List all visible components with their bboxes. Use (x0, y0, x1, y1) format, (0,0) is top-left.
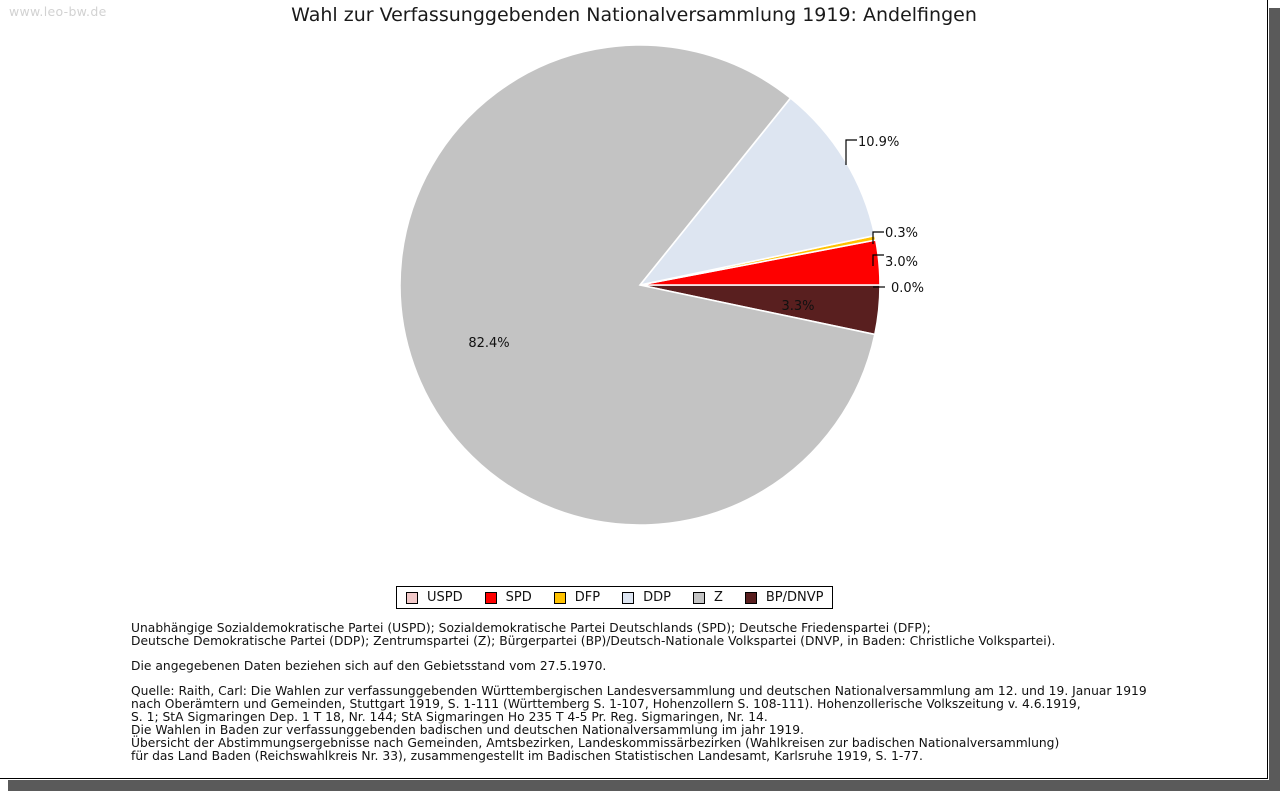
legend-item-bp-dnvp[interactable]: BP/DNVP (744, 590, 824, 605)
legend-label: Z (713, 590, 723, 605)
legend-swatch-icon (553, 591, 566, 604)
pie-label-spd: 3.0% (885, 255, 918, 270)
canvas-shadow-bottom (0, 780, 1280, 791)
footnote-line: S. 1; StA Sigmaringen Dep. 1 T 18, Nr. 1… (131, 710, 768, 724)
legend-item-uspd[interactable]: USPD (406, 590, 463, 605)
pie-label-ddp-leader-line (845, 139, 857, 165)
legend-label: SPD (505, 590, 532, 605)
legend-swatch-icon (484, 591, 497, 604)
footnote-line: Quelle: Raith, Carl: Die Wahlen zur verf… (131, 684, 1147, 698)
footnote-parties: Unabhängige Sozialdemokratische Partei (… (131, 622, 1211, 648)
pie-chart-svg: 82.4% 3.3% 10.9% 0.3% 3.0% 0.0% (399, 44, 924, 526)
footnote-source: Quelle: Raith, Carl: Die Wahlen zur verf… (131, 685, 1211, 763)
watermark-leo-bw: www.leo-bw.de (9, 4, 107, 19)
pie-callouts: 82.4% 3.3% 10.9% 0.3% 3.0% 0.0% (468, 135, 924, 351)
pie-label-dfp-leader-line (872, 231, 884, 244)
pie-label-spd-leader-line (872, 254, 884, 266)
pie-label-ddp: 10.9% (858, 135, 899, 150)
legend-label: USPD (427, 590, 463, 605)
canvas-shadow-notch-left (0, 780, 8, 791)
legend-swatch-icon (622, 591, 635, 604)
pie-label-bpdnvp: 3.3% (781, 299, 814, 314)
chart-legend: USPD SPD DFP DDP Z BP/DNVP (396, 586, 834, 609)
pie-slices (399, 44, 881, 526)
legend-swatch-icon (406, 591, 418, 604)
footnote-area: Unabhängige Sozialdemokratische Partei (… (131, 622, 1211, 763)
footnote-line: nach Oberämtern und Gemeinden, Stuttgart… (131, 697, 1081, 711)
canvas-shadow-notch-top (1269, 0, 1280, 8)
footnote-line: Die angegebenen Daten beziehen sich auf … (131, 659, 607, 673)
footnote-line: Unabhängige Sozialdemokratische Partei (… (131, 621, 931, 635)
footnote-line: Übersicht der Abstimmungsergebnisse nach… (131, 736, 1060, 750)
legend-item-dfp[interactable]: DFP (553, 590, 601, 605)
footnote-line: Deutsche Demokratische Partei (DDP); Zen… (131, 634, 1056, 648)
legend-swatch-icon (744, 591, 757, 604)
pie-slice-ddp[interactable] (637, 96, 876, 287)
legend-swatch-icon (692, 591, 705, 604)
footnote-line: Die Wahlen in Baden zur verfassunggebend… (131, 723, 804, 737)
pie-chart-area: 82.4% 3.3% 10.9% 0.3% 3.0% 0.0% (399, 44, 924, 526)
pie-label-dfp: 0.3% (885, 226, 918, 241)
pie-label-z: 82.4% (468, 336, 509, 351)
legend-item-spd[interactable]: SPD (484, 590, 532, 605)
footnote-line: für das Land Baden (Reichswahlkreis Nr. … (131, 749, 923, 763)
legend-label: DFP (574, 590, 601, 605)
footnote-territory: Die angegebenen Daten beziehen sich auf … (131, 660, 1211, 673)
page-title: Wahl zur Verfassunggebenden Nationalvers… (291, 4, 977, 26)
pie-slice-z[interactable] (399, 44, 876, 526)
pie-label-uspd: 0.0% (891, 281, 924, 296)
legend-label: BP/DNVP (765, 590, 824, 605)
legend-label: DDP (643, 590, 671, 605)
canvas-shadow-right (1269, 0, 1280, 791)
legend-item-z[interactable]: Z (692, 590, 723, 605)
legend-item-ddp[interactable]: DDP (622, 590, 671, 605)
